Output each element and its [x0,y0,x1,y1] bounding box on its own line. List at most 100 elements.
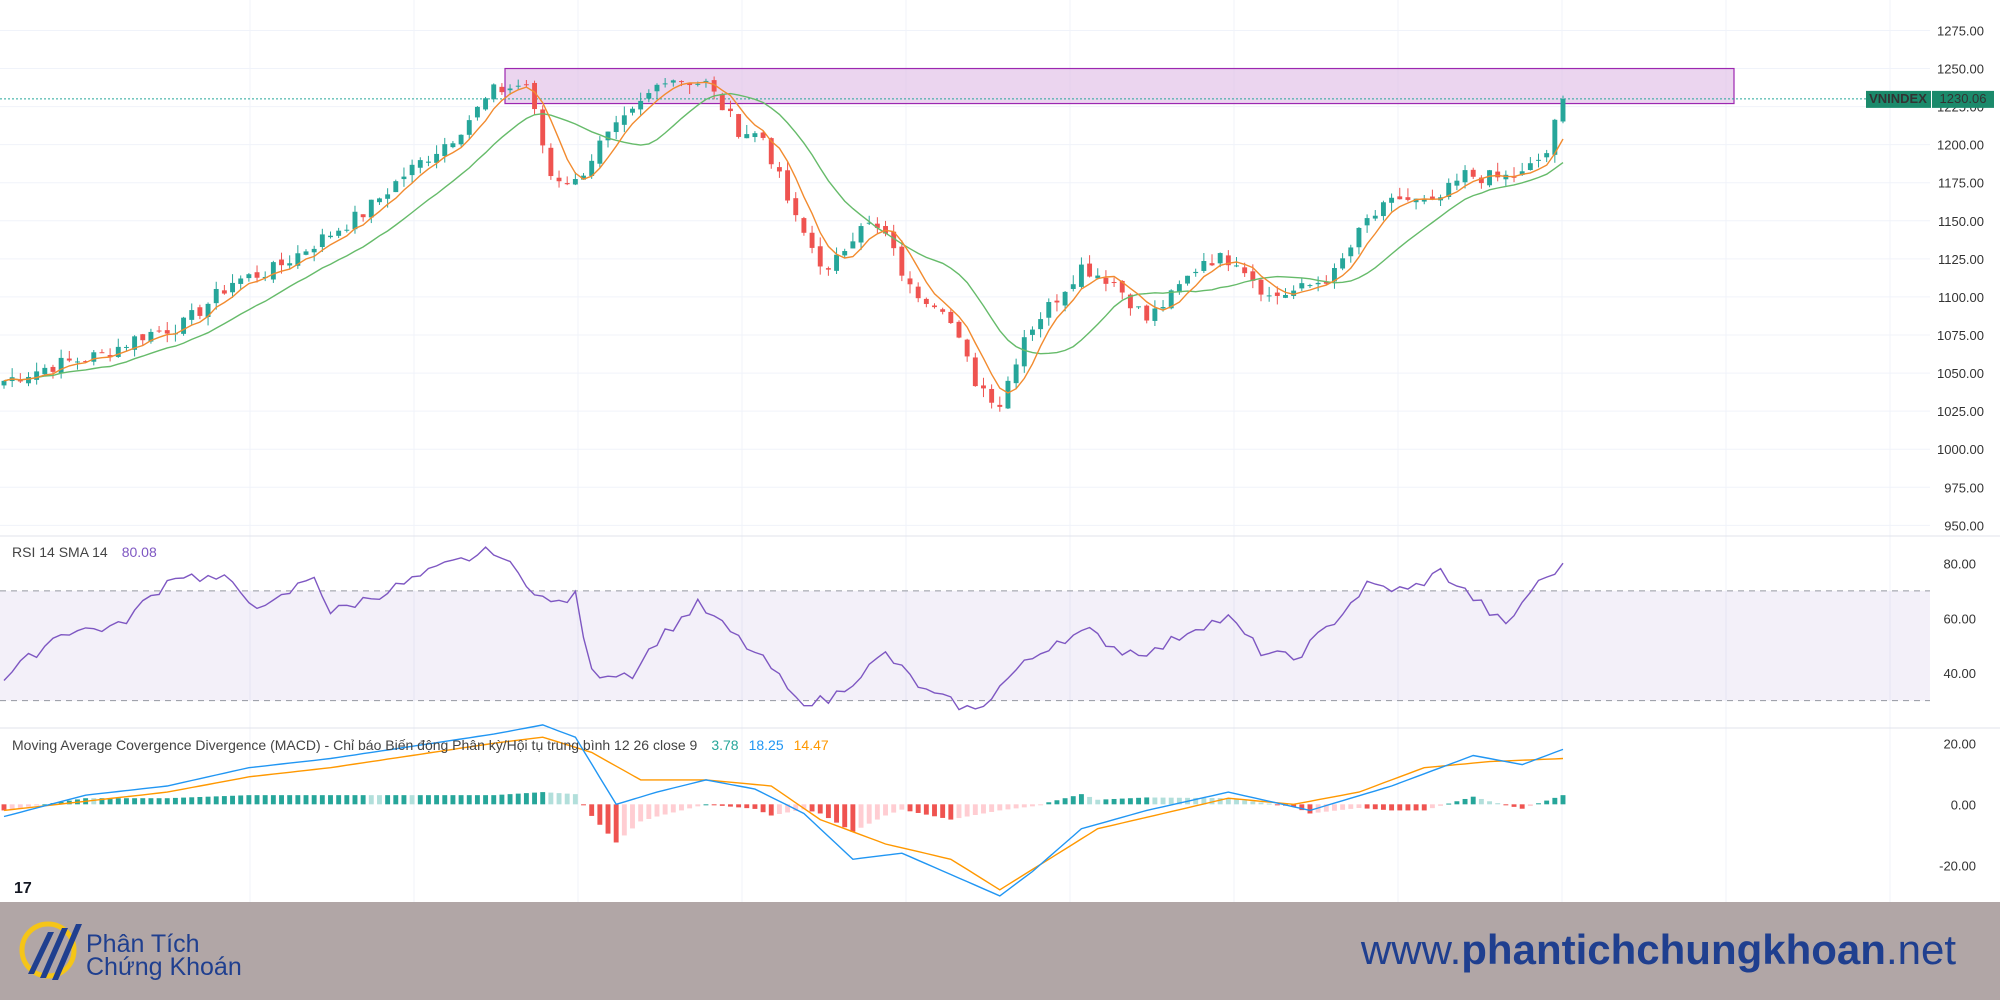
candle-body [1185,275,1190,284]
macd-histogram-bar [328,795,333,805]
macd-histogram-bar [1495,803,1501,805]
macd-histogram-bar [907,804,913,812]
candle-body [1470,169,1476,177]
candle-body [613,122,619,133]
candle-body [621,115,627,125]
macd-histogram-bar [1013,804,1019,809]
candle-body [1046,302,1052,318]
candle-body [450,143,456,148]
macd-histogram-bar [932,804,937,817]
macd-histogram-bar [425,795,431,805]
candle-body [75,361,80,363]
macd-histogram-bar [613,804,619,843]
candle-body [66,358,72,361]
candle-body [393,181,399,193]
macd-histogram-bar [923,804,929,815]
macd-histogram-bar [123,798,129,805]
macd-histogram-bar [303,795,309,805]
candle-body [1478,177,1484,184]
macd-histogram-bar [1323,804,1329,812]
candle-body [662,83,668,85]
macd-histogram-bar [1340,804,1346,810]
candle-body [834,254,840,271]
candle-body [1038,319,1044,330]
macd-histogram-bar [442,795,448,805]
macd-histogram-bar [548,792,554,805]
candle-body [1193,271,1199,274]
candle-body [891,231,897,249]
macd-histogram-bar [1234,799,1239,805]
candle-body [817,246,823,267]
candle-body [1201,261,1207,271]
macd-histogram-bar [287,795,293,805]
candle-body [205,303,211,317]
macd-histogram-bar [597,804,603,825]
rsi-pane[interactable]: 80.00 60.00 40.00 RSI 14 SMA 14 80.08 [0,544,1976,711]
macd-histogram-bar [581,804,586,806]
ma-slow-line [3,92,1564,382]
price-tick-label: 1275.00 [1937,23,1984,38]
price-pane[interactable]: 1275.001250.001225.001200.001175.001150.… [0,23,1994,533]
website-url[interactable]: www.phantichchungkhoan.net [1361,926,1956,974]
candle-body [670,80,676,83]
candle-body [1119,280,1125,293]
macd-histogram-bar [1078,794,1084,805]
price-tick-label: 1250.00 [1937,62,1984,77]
candle-body [115,346,121,357]
macd-histogram-bar [866,804,872,824]
macd-histogram-bar [140,798,146,805]
macd-histogram-bar [385,795,391,805]
macd-histogram-bar [1429,804,1435,809]
candle-body [1397,196,1403,200]
macd-histogram-bar [270,795,276,805]
resistance-zone[interactable] [504,67,1735,105]
candle-body [1389,197,1395,203]
macd-histogram-bar [719,804,725,806]
macd-pane[interactable]: 20.00 0.00 -20.00 Moving Average Covergenc… [1,724,1976,897]
candle-body [287,263,293,266]
candle-body [34,371,40,380]
candle-body [1250,271,1256,281]
tradingview-logo[interactable]: 17 [14,880,32,897]
candle-body [58,357,64,374]
candle-body [776,167,782,172]
candle-body [1217,253,1223,264]
candle-body [703,80,709,82]
macd-histogram-bar [1152,797,1158,805]
price-tick-label: 1000.00 [1937,442,1984,457]
candle-body [1462,170,1468,183]
candle-body [254,272,260,278]
candle-body [719,94,725,111]
macd-histogram-bar [360,795,366,805]
candle-body [581,175,586,180]
macd-histogram-bar [156,798,162,805]
candle-body [458,134,464,145]
macd-histogram-bar [1193,797,1199,805]
candle-body [744,134,750,139]
macd-histogram-bar [1127,798,1133,805]
macd-histogram-bar [1168,797,1174,805]
macd-histogram-bar [1054,800,1060,805]
macd-histogram-bar [727,804,733,807]
candle-body [785,170,791,201]
candle-body [442,144,448,157]
candle-body [736,114,742,137]
candle-body [1299,283,1305,289]
candle-body [499,86,505,93]
macd-histogram-bar [1536,803,1541,805]
candle-body [230,282,235,293]
candle-body [1144,305,1150,321]
macd-histogram-bar [262,795,268,805]
rsi-tick-label: 40.00 [1943,666,1976,681]
candle-body [964,339,970,357]
macd-histogram-bar [630,804,635,829]
candle-body [385,194,391,199]
macd-histogram-bar [752,804,758,809]
candle-body [26,376,31,384]
macd-histogram-bar [834,804,840,823]
chart-area[interactable]: 1275.001250.001225.001200.001175.001150.… [0,0,2000,902]
macd-histogram-bar [205,796,211,805]
candle-body [1323,281,1329,284]
macd-histogram-bar [1274,804,1280,806]
candle-body [1340,258,1346,269]
